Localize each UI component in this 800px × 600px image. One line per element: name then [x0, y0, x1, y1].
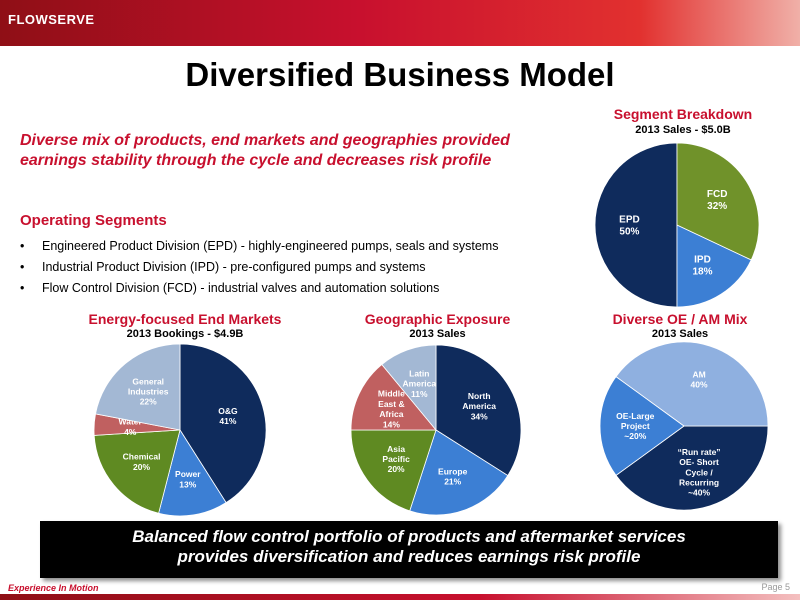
pie-slice-label: Latin America 11% — [403, 368, 437, 398]
pie-slice-label: General Industries 22% — [128, 376, 169, 406]
geography-chart-title: Geographic Exposure — [364, 311, 511, 327]
pie-slice-label: O&G 41% — [218, 406, 238, 426]
operating-segments-heading: Operating Segments — [20, 212, 167, 229]
oe-am-chart-title: Diverse OE / AM Mix — [612, 311, 748, 327]
flowserve-logo: FLOWSERVE — [8, 12, 95, 27]
pie-slice — [594, 142, 678, 308]
pie-slice-label: Asia Pacific 20% — [382, 444, 410, 474]
list-item: Engineered Product Division (EPD) - high… — [20, 236, 498, 257]
segment-chart-subtitle: 2013 Sales - $5.0B — [635, 124, 731, 136]
pie-slice — [615, 341, 769, 427]
pie-slice-label: “Run rate” OE- Short Cycle / Recurring ~40% — [678, 447, 721, 498]
footer-bar — [0, 594, 800, 600]
pie-slice — [409, 429, 509, 516]
subtitle-line-2: earnings stability through the cycle and… — [20, 152, 492, 169]
segment-pie-chart: EPD 50% IPD 18% FCD 32% — [594, 142, 760, 308]
page-subtitle: Diverse mix of products, end markets and… — [20, 131, 580, 171]
banner-line-1: Balanced flow control portfolio of produ… — [132, 527, 686, 546]
pie-slice — [381, 344, 437, 432]
geography-chart-subtitle: 2013 Sales — [409, 328, 466, 340]
pie-slice-label: Power 13% — [175, 469, 201, 489]
pie-slice-label: FCD 32% — [707, 189, 728, 212]
logo-text: FLOWSERVE — [8, 12, 95, 27]
pie-slice — [179, 343, 267, 504]
summary-banner: Balanced flow control portfolio of produ… — [40, 521, 778, 578]
pie-slice-label: North America 34% — [462, 391, 496, 421]
list-item: Flow Control Division (FCD) - industrial… — [20, 278, 498, 299]
banner-line-2: provides diversification and reduces ear… — [177, 547, 641, 566]
pie-slice — [435, 344, 522, 477]
operating-segments-list: Engineered Product Division (EPD) - high… — [20, 236, 498, 299]
pie-slice — [158, 429, 227, 517]
pie-slice-label: IPD 18% — [692, 255, 712, 278]
pie-slice — [599, 376, 685, 476]
pie-slice-label: EPD 50% — [619, 215, 640, 238]
footer-tagline: Experience In Motion — [8, 583, 99, 593]
geography-pie-chart: North America 34% Europe 21% Asia Pacific 20% Mi… — [350, 344, 522, 516]
end-markets-pie-chart: O&G 41% Power 13% Chemical 20% Water 4% General I… — [93, 343, 267, 517]
segment-chart-title: Segment Breakdown — [613, 106, 753, 122]
pie-slice-label: Chemical 20% — [123, 452, 161, 472]
end-markets-chart-title: Energy-focused End Markets — [88, 311, 282, 327]
pie-slice — [676, 224, 752, 308]
pie-slice-label: AM 40% — [691, 370, 708, 390]
oe-am-pie-chart: “Run rate” OE- Short Cycle / Recurring ~40% O… — [599, 341, 769, 511]
pie-slice — [676, 142, 760, 261]
page-number: Page 5 — [761, 582, 790, 592]
page-title: Diversified Business Model — [185, 56, 615, 93]
end-markets-chart-subtitle: 2013 Bookings - $4.9B — [126, 328, 244, 340]
pie-slice-label: Middle East & Africa 14% — [378, 389, 405, 430]
subtitle-line-1: Diverse mix of products, end markets and… — [20, 132, 510, 149]
pie-slice-label: Water 4% — [119, 417, 143, 437]
pie-slice — [350, 363, 437, 431]
pie-slice-label: OE-Large Project ~20% — [616, 411, 655, 441]
pie-slice — [350, 429, 437, 512]
pie-slice — [93, 429, 181, 514]
pie-slice — [615, 425, 769, 511]
pie-slice — [95, 343, 181, 431]
pie-slice-label: Europe 21% — [438, 466, 468, 486]
list-item: Industrial Product Division (IPD) - pre-… — [20, 257, 498, 278]
oe-am-chart-subtitle: 2013 Sales — [651, 328, 709, 340]
header-bar: FLOWSERVE — [0, 0, 800, 46]
